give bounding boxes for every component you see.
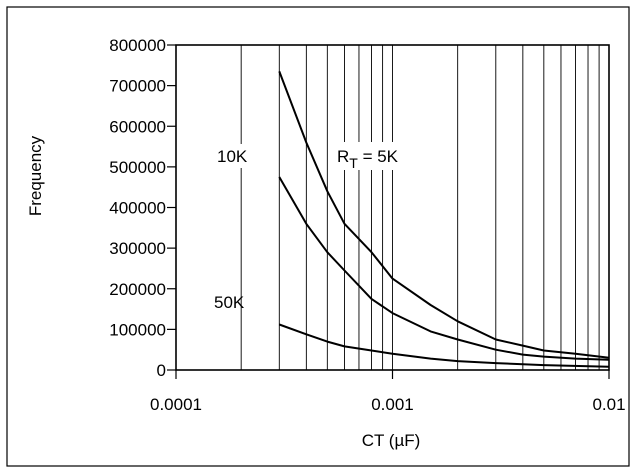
x-tick-label: 0.0001 <box>150 395 202 414</box>
y-tick-label: 200000 <box>109 280 166 299</box>
series-line-50k <box>278 323 610 368</box>
chart-frame <box>6 6 630 467</box>
annotation-50k: 50K <box>214 293 245 312</box>
x-tick-labels: 0.0001 0.001 0.01 <box>150 395 626 414</box>
annotation-5k: RT = 5K <box>337 147 399 171</box>
y-tick-label: 400000 <box>109 199 166 218</box>
annotation-5k-bg <box>332 142 430 170</box>
annotation-10k-bg <box>214 144 262 168</box>
series-lines <box>278 71 610 368</box>
x-tick-label: 0.01 <box>592 395 625 414</box>
y-tick-label: 500000 <box>109 158 166 177</box>
series-line-10k <box>278 176 610 361</box>
y-tick-label: 300000 <box>109 239 166 258</box>
y-tick-labels: 0 100000 200000 300000 400000 500000 600000 700… <box>109 36 166 380</box>
y-tick-label: 700000 <box>109 77 166 96</box>
y-tick-label: 0 <box>157 361 166 380</box>
y-tick-label: 100000 <box>109 320 166 339</box>
y-axis-label: Frequency <box>26 135 45 216</box>
y-tick-label: 800000 <box>109 36 166 55</box>
x-tick-label: 0.001 <box>371 395 414 414</box>
axis-ticks <box>167 44 610 379</box>
grid-lines <box>240 45 600 370</box>
y-tick-label: 600000 <box>109 117 166 136</box>
annotation-10k: 10K <box>217 147 248 166</box>
series-line-5k <box>278 71 610 359</box>
x-axis-label: CT (µF) <box>362 431 421 450</box>
